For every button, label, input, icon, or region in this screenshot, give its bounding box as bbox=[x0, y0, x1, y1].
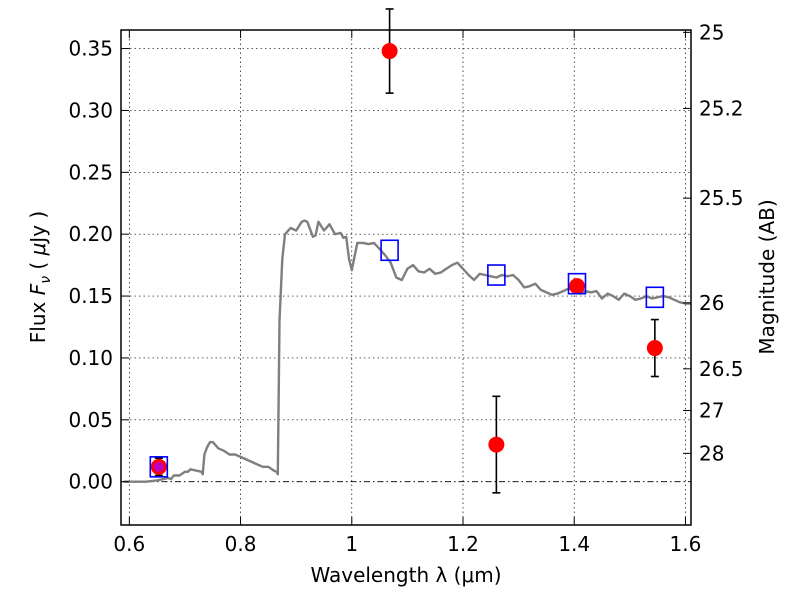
y-axis-label: Flux Fν ( μJy ) bbox=[26, 211, 54, 343]
plot-frame bbox=[120, 29, 692, 526]
x-tick-label: 1 bbox=[345, 532, 358, 556]
y-tick-label: 0.25 bbox=[68, 160, 113, 184]
x-tick-label: 0.6 bbox=[113, 532, 145, 556]
y-label-symbol: F bbox=[26, 283, 50, 295]
x-tick-label: 1.6 bbox=[670, 532, 702, 556]
y-tick-label: 0.35 bbox=[68, 37, 113, 61]
overlap-point bbox=[153, 461, 164, 472]
y-tick-label: 0.30 bbox=[68, 98, 113, 122]
x-axis-label: Wavelength λ (μm) bbox=[310, 563, 501, 587]
observed-flux-point bbox=[569, 278, 585, 295]
y-tick-label: 0.05 bbox=[68, 408, 113, 432]
model-spectrum-line bbox=[123, 219, 691, 483]
model-flux-marker bbox=[380, 239, 399, 262]
y2-tick-label: 27 bbox=[699, 399, 724, 423]
x-tick-label: 0.8 bbox=[225, 532, 257, 556]
y2-axis-label: Magnitude (AB) bbox=[755, 199, 779, 354]
y2-tick-label: 26 bbox=[699, 291, 724, 315]
axis-ticks: 0.6 0.8 1 1.2 1.4 1.6 0.00 0.05 0.10 0.15 0.20 0.25… bbox=[68, 20, 743, 556]
y2-tick-label: 28 bbox=[699, 441, 724, 465]
y2-tick-label: 25.2 bbox=[699, 96, 744, 120]
model-flux-marker bbox=[645, 286, 665, 309]
observed-flux-point bbox=[381, 43, 398, 60]
x-tick-label: 1.2 bbox=[447, 532, 479, 556]
y-tick-label: 0.20 bbox=[68, 222, 113, 246]
y-label-middle: ( bbox=[26, 255, 50, 276]
observed-flux-point bbox=[646, 340, 663, 357]
y-tick-label: 0.00 bbox=[68, 470, 113, 494]
model-flux-marker bbox=[567, 272, 587, 295]
y-label-subscript: ν bbox=[38, 276, 54, 284]
y2-tick-label: 26.5 bbox=[699, 357, 744, 381]
y-tick-label: 0.15 bbox=[68, 284, 113, 308]
model-flux-marker bbox=[487, 264, 506, 286]
y-tick-label: 0.10 bbox=[68, 346, 113, 370]
y2-tick-label: 25 bbox=[699, 20, 724, 44]
x-tick-label: 1.4 bbox=[558, 532, 590, 556]
y-label-suffix: Jy ) bbox=[26, 211, 50, 245]
model-flux-marker bbox=[149, 456, 169, 478]
y-label-prefix: Flux bbox=[26, 295, 50, 343]
y-label-mu: μ bbox=[26, 243, 50, 257]
y2-tick-label: 25.5 bbox=[699, 186, 744, 210]
observed-flux-point bbox=[488, 436, 505, 453]
plot-series bbox=[123, 8, 691, 494]
